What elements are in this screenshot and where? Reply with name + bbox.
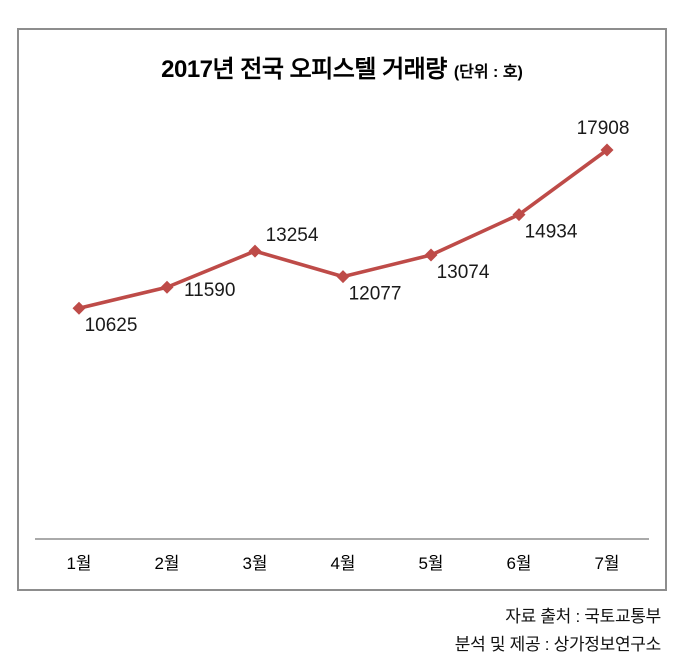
data-point-marker (248, 244, 262, 258)
data-point-marker (600, 143, 614, 157)
data-label: 14934 (525, 222, 578, 243)
chart-title: 2017년 전국 오피스텔 거래량 (단위 : 호) (17, 49, 667, 84)
chart-frame (17, 28, 667, 591)
x-tick-label: 5월 (418, 554, 443, 573)
x-tick-label: 2월 (154, 554, 179, 573)
data-label: 11590 (184, 280, 235, 301)
data-source-text: 자료 출처 : 국토교통부 (505, 607, 661, 626)
chart-footer: 자료 출처 : 국토교통부 분석 및 제공 : 상가정보연구소 (454, 603, 662, 659)
x-tick-label: 7월 (594, 554, 619, 573)
data-provider-text: 분석 및 제공 : 상가정보연구소 (454, 635, 662, 654)
chart-title-text: 2017년 전국 오피스텔 거래량 (161, 56, 447, 83)
data-label: 17908 (577, 118, 630, 139)
data-point-marker (336, 270, 350, 284)
data-label: 13074 (437, 262, 490, 283)
x-tick-label: 6월 (506, 554, 531, 573)
data-label: 12077 (349, 284, 402, 305)
data-point-marker (424, 248, 438, 262)
data-point-marker (160, 280, 174, 294)
x-tick-label: 1월 (66, 554, 91, 573)
data-label: 13254 (266, 225, 319, 246)
chart-title-unit: (단위 : 호) (453, 64, 523, 81)
data-label: 10625 (85, 315, 138, 336)
data-point-marker (512, 208, 526, 222)
x-tick-label: 4월 (330, 554, 355, 573)
x-tick-label: 3월 (242, 554, 267, 573)
data-point-marker (72, 301, 86, 315)
